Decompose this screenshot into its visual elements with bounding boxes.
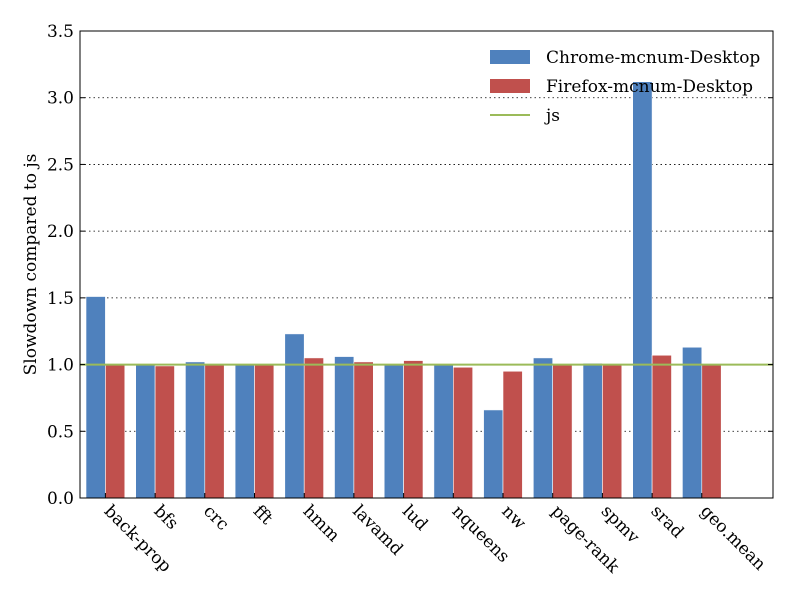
bar-chrome-lud — [383, 364, 404, 499]
y-tick-label: 0.0 — [47, 489, 74, 509]
bars — [85, 81, 722, 499]
legend-label: Firefox-mcnum-Desktop — [546, 77, 753, 97]
bar-firefox-geo-mean — [701, 364, 722, 499]
bar-chrome-back-prop — [85, 296, 106, 499]
legend-swatch-chrome — [490, 50, 530, 64]
legend-label: Chrome-mcnum-Desktop — [546, 48, 760, 68]
x-tick-label: hmm — [299, 501, 344, 546]
x-tick-label: lud — [398, 501, 432, 535]
x-tick-label: lavamd — [348, 501, 406, 559]
bar-chrome-page-rank — [532, 357, 553, 499]
bar-chrome-spmv — [582, 362, 603, 499]
bar-chrome-srad — [632, 81, 653, 499]
x-tick-label: crc — [199, 501, 232, 534]
bar-firefox-lavamd — [353, 361, 374, 499]
x-tick-label: fft — [249, 501, 277, 529]
y-tick-label: 1.0 — [47, 356, 74, 376]
bar-chrome-nqueens — [433, 364, 454, 499]
x-tick-label: geo.mean — [696, 501, 769, 574]
legend: Chrome-mcnum-Desktop Firefox-mcnum-Deskto… — [490, 48, 760, 126]
bar-firefox-bfs — [154, 365, 175, 499]
y-tick-label: 1.5 — [47, 289, 74, 309]
bar-firefox-nw — [502, 370, 523, 499]
bar-chrome-crc — [185, 361, 206, 499]
bar-firefox-srad — [651, 354, 672, 499]
bar-firefox-spmv — [602, 364, 623, 499]
x-tick-label: bfs — [150, 501, 182, 533]
y-tick-label: 0.5 — [47, 422, 74, 442]
y-tick-label: 2.0 — [47, 222, 74, 242]
bar-chrome-geo-mean — [682, 346, 703, 499]
bar-firefox-lud — [403, 360, 424, 499]
x-tick-label: srad — [647, 501, 688, 542]
bar-firefox-fft — [254, 364, 275, 499]
bar-chrome-lavamd — [334, 356, 355, 499]
bar-chrome-hmm — [284, 333, 305, 499]
y-axis-ticks: 0.0 0.5 1.0 1.5 2.0 2.5 3.0 3.5 — [47, 22, 773, 509]
bar-chrome-nw — [483, 409, 504, 499]
legend-swatch-firefox — [490, 79, 530, 93]
x-tick-label: nw — [497, 501, 529, 533]
y-tick-label: 3.0 — [47, 89, 74, 109]
y-axis-label: Slowdown compared to js — [21, 154, 41, 376]
bar-chrome-fft — [234, 364, 255, 499]
bar-firefox-nqueens — [452, 366, 473, 499]
y-tick-label: 2.5 — [47, 155, 74, 175]
bar-firefox-hmm — [303, 357, 324, 499]
y-tick-label: 3.5 — [47, 22, 74, 42]
bar-chrome-bfs — [135, 364, 156, 499]
plot-frame — [79, 30, 774, 499]
bar-firefox-crc — [204, 364, 225, 499]
x-tick-label: spmv — [597, 501, 643, 547]
legend-label: js — [544, 106, 560, 126]
bar-firefox-page-rank — [552, 364, 573, 499]
bar-firefox-back-prop — [105, 364, 126, 499]
